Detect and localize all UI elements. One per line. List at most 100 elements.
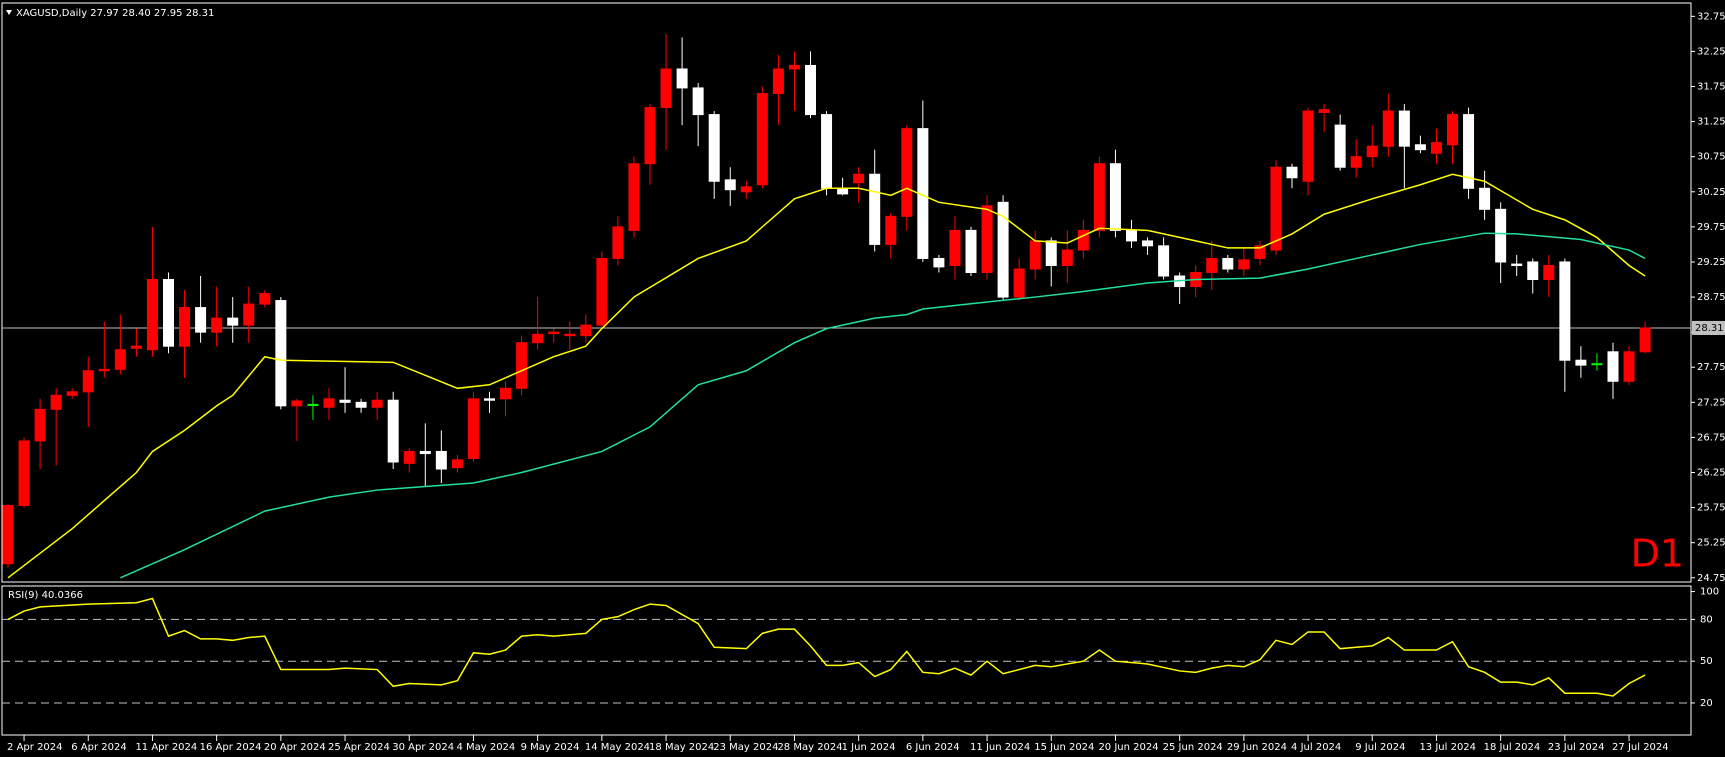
y-tick-label: 20 — [1700, 698, 1713, 709]
candle-body — [227, 317, 239, 326]
main-panel — [1, 2, 1692, 583]
candle-body — [821, 114, 833, 189]
y-tick-label: 24.75 — [1697, 573, 1725, 584]
candle-body — [869, 173, 881, 245]
price-label: 28.31 — [1695, 323, 1724, 334]
candle-body — [2, 505, 14, 565]
y-tick-label: 28.75 — [1697, 292, 1725, 303]
x-tick-label: 16 Apr 2024 — [200, 742, 262, 753]
candle-body — [981, 205, 993, 273]
x-tick-label: 1 Jun 2024 — [842, 742, 896, 753]
y-tick-label: 80 — [1700, 614, 1713, 625]
candle-body — [387, 399, 399, 463]
candle-body — [211, 317, 223, 333]
y-tick-label: 100 — [1700, 587, 1719, 598]
candle-body — [1334, 124, 1346, 168]
y-tick-label: 26.75 — [1697, 432, 1725, 443]
x-tick-label: 4 Jul 2024 — [1291, 742, 1341, 753]
candle-body — [1142, 240, 1154, 247]
candle-body — [548, 331, 560, 335]
x-tick-label: 15 Jun 2024 — [1034, 742, 1094, 753]
candle-body — [50, 394, 62, 410]
candle-body — [1430, 142, 1442, 154]
candle-body — [18, 440, 30, 507]
candle-body — [1158, 245, 1170, 277]
candle-body — [307, 403, 319, 406]
x-tick-label: 9 Jul 2024 — [1355, 742, 1405, 753]
candle-body — [756, 93, 768, 186]
main-plot: D1 — [2, 33, 1691, 579]
x-tick-label: 11 Jun 2024 — [970, 742, 1030, 753]
candle-body — [628, 163, 640, 231]
x-tick-label: 23 Jul 2024 — [1548, 742, 1605, 753]
x-tick-label: 30 Apr 2024 — [392, 742, 454, 753]
candle-body — [612, 226, 624, 259]
candle-body — [275, 300, 287, 407]
price-label-box — [1692, 320, 1725, 335]
candle-body — [1318, 109, 1330, 113]
ma-line — [120, 232, 1646, 579]
x-tick-label: 20 Apr 2024 — [264, 742, 326, 753]
x-tick-label: 27 Jul 2024 — [1612, 742, 1669, 753]
y-tick-label: 30.75 — [1697, 152, 1725, 163]
candle-body — [788, 64, 800, 70]
candle-body — [1366, 145, 1378, 158]
y-tick-label: 30.25 — [1697, 187, 1725, 198]
candle-body — [1093, 163, 1105, 231]
candle-body — [516, 342, 528, 389]
candle-body — [1109, 163, 1121, 231]
x-tick-label: 18 May 2024 — [649, 742, 714, 753]
candle-body — [1607, 351, 1619, 382]
candle-body — [1623, 351, 1635, 382]
candle-body — [708, 114, 720, 182]
candle-body — [1045, 240, 1057, 266]
candle-body — [66, 391, 78, 396]
candle-body — [853, 173, 865, 184]
candle-body — [484, 398, 495, 401]
x-tick-label: 9 May 2024 — [521, 742, 580, 753]
rsi-header: RSI(9) 40.0366 — [8, 590, 83, 601]
x-tick-label: 25 Apr 2024 — [328, 742, 390, 753]
candle-body — [1398, 110, 1410, 147]
axes: 24.7525.2525.7526.2526.7527.2527.7528.25… — [7, 11, 1725, 753]
rsi-panel — [1, 585, 1692, 736]
candle-body — [1206, 257, 1218, 273]
candle-body — [564, 333, 576, 337]
candle-body — [1382, 110, 1394, 147]
candle-body — [805, 64, 816, 116]
candle-body — [259, 293, 271, 305]
candle-body — [644, 107, 656, 165]
candle-body — [933, 257, 945, 268]
candle-body — [997, 201, 1009, 298]
candle-body — [1479, 187, 1491, 210]
candle-body — [740, 186, 752, 193]
candle-body — [435, 450, 447, 470]
candle-body — [34, 408, 46, 442]
candle-body — [1495, 208, 1507, 263]
candle-body — [1013, 268, 1025, 298]
menu-arrow[interactable] — [6, 10, 12, 15]
candle-body — [1463, 114, 1475, 189]
candle-body — [1350, 156, 1362, 168]
candle-body — [1414, 144, 1426, 151]
candle-body — [467, 398, 479, 459]
rsi-plot — [2, 597, 1691, 704]
candle-body — [901, 128, 913, 217]
y-tick-label: 29.25 — [1697, 257, 1725, 268]
candle-body — [660, 68, 672, 109]
x-tick-label: 25 Jun 2024 — [1163, 742, 1223, 753]
candle-body — [885, 215, 897, 245]
candle-body — [965, 229, 977, 273]
y-tick-label: 27.75 — [1697, 362, 1725, 373]
candle-body — [1559, 261, 1571, 361]
candle-body — [355, 401, 367, 408]
x-tick-label: 23 May 2024 — [713, 742, 778, 753]
candle-body — [1302, 110, 1314, 182]
candle-body — [419, 450, 431, 455]
y-tick-label: 27.25 — [1697, 397, 1725, 408]
candle-body — [1270, 166, 1282, 251]
x-tick-label: 2 Apr 2024 — [7, 742, 62, 753]
candle-body — [1238, 259, 1250, 270]
candle-body — [1543, 264, 1555, 281]
candle-body — [1639, 327, 1651, 353]
